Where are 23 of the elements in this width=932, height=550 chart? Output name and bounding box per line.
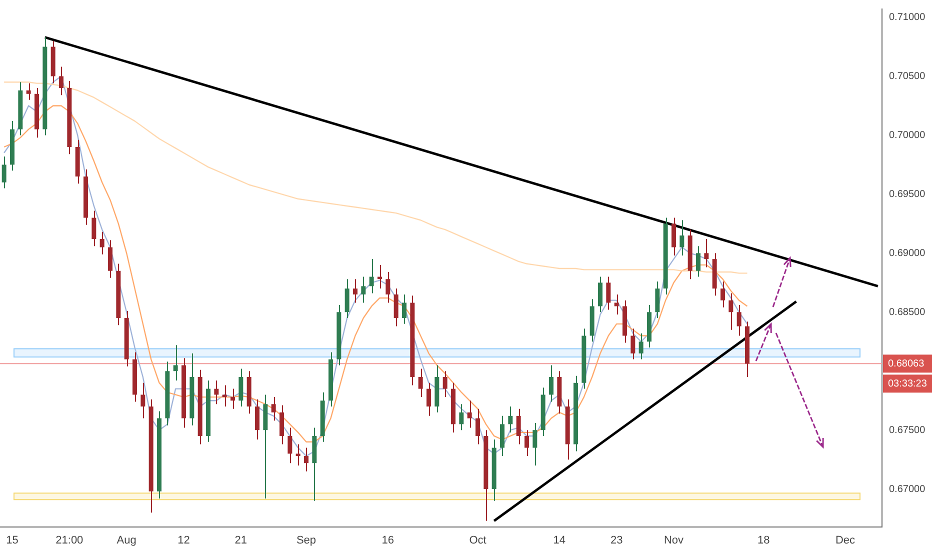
x-tick-label: 21 (234, 534, 248, 546)
x-tick-label: 16 (382, 534, 394, 546)
y-tick-label: 0.71000 (889, 12, 926, 24)
x-tick-label: 18 (757, 534, 770, 546)
ref-line-label: 0.68063 (888, 358, 925, 370)
text: 03:33:23 (888, 378, 928, 390)
x-tick-label: 12 (178, 534, 190, 546)
y-tick-label: 0.67000 (889, 484, 926, 495)
x-tick-label: 21:00 (56, 534, 84, 546)
y-tick-label: 0.69000 (889, 248, 926, 259)
y-tick-label: 0.70000 (889, 130, 926, 141)
x-tick-label: Aug (116, 534, 136, 546)
x-tick-label: 15 (6, 534, 18, 546)
x-tick-label: 23 (610, 534, 623, 546)
x-tick-label: Nov (664, 534, 684, 546)
y-tick-label: 0.68500 (889, 306, 926, 318)
x-tick-label: Oct (469, 534, 486, 546)
x-tick-label: Dec (835, 534, 856, 546)
y-tick-label: 0.67500 (889, 424, 926, 436)
y-tick-label: 0.69500 (889, 188, 926, 200)
y-tick-label: 0.70500 (889, 70, 926, 82)
x-tick-label: 14 (553, 534, 566, 546)
x-tick-label: Sep (296, 534, 316, 546)
